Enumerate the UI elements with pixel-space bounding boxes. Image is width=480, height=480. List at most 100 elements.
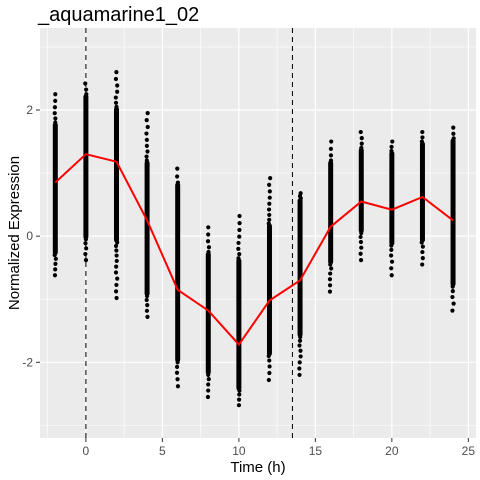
data-point (450, 294, 455, 300)
series-line (54, 153, 454, 347)
data-point (389, 247, 394, 253)
data-point (327, 289, 333, 294)
data-point (236, 240, 241, 246)
data-point (237, 388, 242, 393)
data-point (237, 392, 242, 397)
data-point (266, 221, 271, 226)
data-point (266, 377, 271, 383)
data-point (175, 180, 181, 185)
data-point (359, 230, 364, 236)
data-point (327, 283, 333, 288)
data-point (328, 262, 333, 267)
data-point (53, 98, 58, 103)
data-point (84, 87, 89, 92)
data-point (236, 246, 241, 251)
point-column (358, 147, 364, 233)
data-point (145, 149, 150, 154)
data-point (53, 92, 58, 97)
data-point (113, 289, 119, 294)
y-tick-label: 0 (26, 229, 33, 243)
data-point (115, 83, 120, 88)
data-point (420, 135, 425, 140)
data-point (114, 104, 119, 109)
data-point (328, 146, 334, 151)
data-point (329, 139, 334, 144)
point-column (52, 122, 58, 256)
data-point (237, 252, 242, 257)
plot-panel (40, 28, 476, 438)
data-point (84, 246, 89, 251)
x-tick-label: 10 (232, 444, 246, 458)
data-point (113, 243, 119, 249)
data-point (145, 124, 150, 130)
data-point (237, 227, 242, 233)
data-point (205, 394, 211, 400)
data-point (419, 240, 424, 245)
data-point (114, 70, 119, 75)
data-point (450, 308, 455, 313)
data-point (297, 372, 302, 378)
data-point (389, 243, 394, 248)
data-point (114, 295, 119, 301)
data-point (237, 213, 242, 219)
data-point (144, 158, 149, 163)
data-point (174, 370, 180, 375)
data-point (359, 145, 364, 150)
data-point (52, 273, 58, 278)
data-point (206, 377, 211, 382)
data-point (174, 364, 180, 369)
x-tick-label: 0 (83, 444, 90, 458)
data-point (267, 212, 272, 218)
data-point (206, 225, 211, 230)
data-point (267, 201, 272, 206)
y-tick-label: -2 (22, 355, 33, 369)
data-point (113, 76, 119, 82)
data-point (328, 271, 333, 276)
data-point (298, 191, 303, 196)
data-point (420, 129, 425, 135)
data-point (451, 125, 456, 130)
data-point (358, 251, 363, 256)
data-point (145, 303, 150, 308)
data-point (267, 370, 272, 376)
x-tick-label: 15 (309, 444, 323, 458)
data-point (420, 249, 425, 255)
data-point (83, 251, 88, 257)
data-point (297, 338, 303, 343)
point-column (113, 106, 119, 243)
data-point (113, 95, 118, 100)
data-point (114, 253, 119, 258)
data-point (53, 267, 58, 272)
data-point (205, 239, 211, 244)
data-point (420, 244, 425, 249)
axes: 0 5 10 15 20 25 -2 0 2 (22, 103, 475, 458)
data-point (84, 92, 89, 97)
data-point (144, 143, 149, 148)
data-point (236, 403, 242, 408)
data-point (206, 245, 212, 250)
data-point (175, 360, 180, 365)
point-column (328, 160, 334, 265)
data-point (268, 176, 273, 181)
data-point (389, 253, 394, 258)
data-point (144, 118, 149, 123)
data-point (206, 388, 211, 393)
data-point (145, 314, 150, 319)
data-point (206, 372, 211, 378)
data-point (389, 273, 394, 278)
data-point (329, 266, 334, 271)
data-point (359, 136, 364, 141)
data-point (53, 120, 58, 125)
data-point (358, 129, 363, 135)
data-point (144, 308, 150, 313)
data-point (358, 239, 364, 245)
point-column (83, 94, 89, 240)
point-column (205, 251, 211, 375)
point-column (236, 258, 242, 391)
data-point (115, 240, 120, 245)
data-point (266, 207, 272, 212)
point-column (450, 138, 456, 287)
y-axis-title: Normalized Expression (6, 156, 23, 310)
data-point (451, 131, 456, 136)
data-point (114, 264, 119, 269)
